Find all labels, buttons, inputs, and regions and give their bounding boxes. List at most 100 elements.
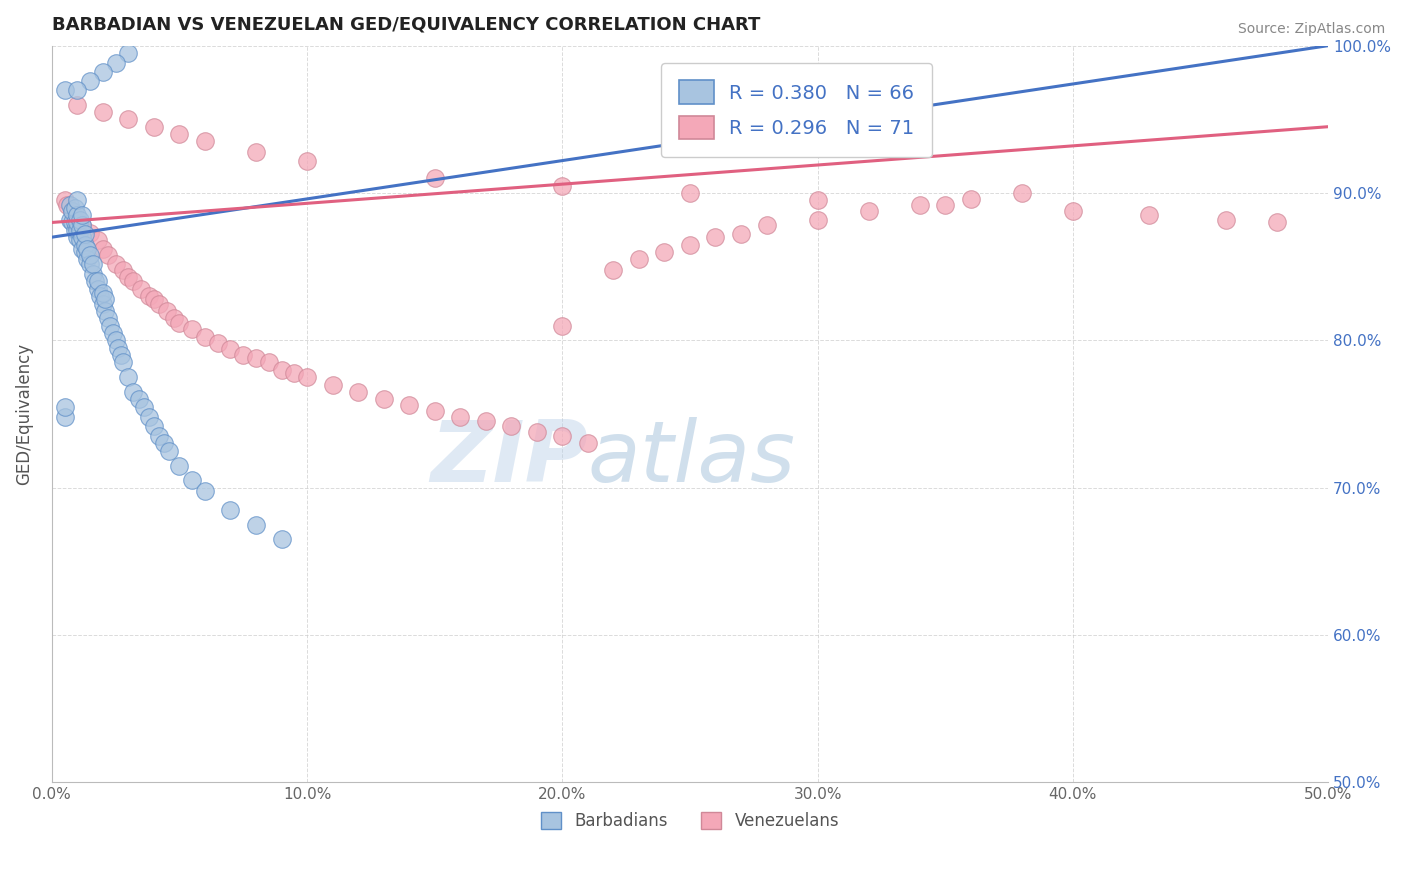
Point [181, 321, 204, 335]
Point [755, 219, 778, 233]
Point [730, 227, 752, 242]
Point [86, 274, 108, 288]
Point [138, 289, 160, 303]
Point [627, 252, 650, 267]
Point [97, 311, 120, 326]
Point [59, 198, 82, 212]
Point [66, 208, 89, 222]
Point [219, 503, 242, 517]
Point [679, 186, 702, 200]
Point [91, 242, 114, 256]
Point [129, 282, 152, 296]
Point [232, 348, 254, 362]
Point [66, 230, 89, 244]
Point [423, 404, 446, 418]
Point [257, 355, 280, 369]
Point [576, 436, 599, 450]
Point [128, 392, 150, 407]
Point [449, 409, 471, 424]
Point [138, 409, 160, 424]
Point [117, 45, 139, 60]
Point [73, 237, 96, 252]
Point [194, 135, 217, 149]
Point [194, 483, 217, 498]
Point [373, 392, 395, 407]
Point [295, 370, 318, 384]
Point [283, 366, 305, 380]
Text: Source: ZipAtlas.com: Source: ZipAtlas.com [1237, 22, 1385, 37]
Point [56, 198, 79, 212]
Point [194, 330, 217, 344]
Point [423, 171, 446, 186]
Point [63, 201, 86, 215]
Point [89, 289, 111, 303]
Point [1011, 186, 1033, 200]
Point [474, 414, 496, 428]
Point [153, 436, 176, 450]
Point [347, 384, 370, 399]
Point [1265, 215, 1288, 229]
Text: BARBADIAN VS VENEZUELAN GED/EQUIVALENCY CORRELATION CHART: BARBADIAN VS VENEZUELAN GED/EQUIVALENCY … [52, 15, 761, 33]
Legend: Barbadians, Venezuelans: Barbadians, Venezuelans [534, 805, 845, 837]
Point [104, 56, 127, 70]
Point [142, 292, 165, 306]
Point [551, 318, 574, 333]
Point [82, 257, 104, 271]
Point [169, 458, 191, 473]
Point [858, 203, 880, 218]
Point [245, 517, 267, 532]
Point [69, 233, 91, 247]
Point [86, 282, 108, 296]
Point [1062, 203, 1084, 218]
Point [79, 257, 101, 271]
Point [76, 242, 98, 256]
Point [53, 400, 76, 414]
Point [53, 409, 76, 424]
Point [60, 215, 83, 229]
Point [704, 230, 727, 244]
Point [117, 270, 139, 285]
Point [526, 425, 548, 439]
Point [112, 355, 135, 369]
Point [112, 262, 135, 277]
Point [295, 153, 318, 168]
Point [53, 83, 76, 97]
Point [72, 208, 94, 222]
Point [66, 212, 89, 227]
Point [66, 83, 89, 97]
Point [245, 145, 267, 159]
Point [908, 198, 931, 212]
Point [219, 342, 242, 356]
Point [117, 112, 139, 127]
Point [122, 274, 145, 288]
Point [1139, 208, 1161, 222]
Point [72, 242, 94, 256]
Point [142, 120, 165, 134]
Point [806, 194, 828, 208]
Point [169, 127, 191, 141]
Point [679, 237, 702, 252]
Point [69, 212, 91, 227]
Point [163, 311, 186, 326]
Point [79, 226, 101, 240]
Point [91, 296, 114, 310]
Point [72, 219, 94, 233]
Point [66, 97, 89, 112]
Point [322, 377, 344, 392]
Point [157, 443, 180, 458]
Point [91, 65, 114, 79]
Point [501, 418, 523, 433]
Point [245, 351, 267, 365]
Point [101, 326, 124, 340]
Point [156, 304, 179, 318]
Point [94, 304, 117, 318]
Point [97, 248, 120, 262]
Point [100, 318, 122, 333]
Point [63, 223, 86, 237]
Point [66, 194, 89, 208]
Point [72, 219, 94, 233]
Point [934, 198, 956, 212]
Point [959, 192, 981, 206]
Point [66, 215, 89, 229]
Point [169, 316, 191, 330]
